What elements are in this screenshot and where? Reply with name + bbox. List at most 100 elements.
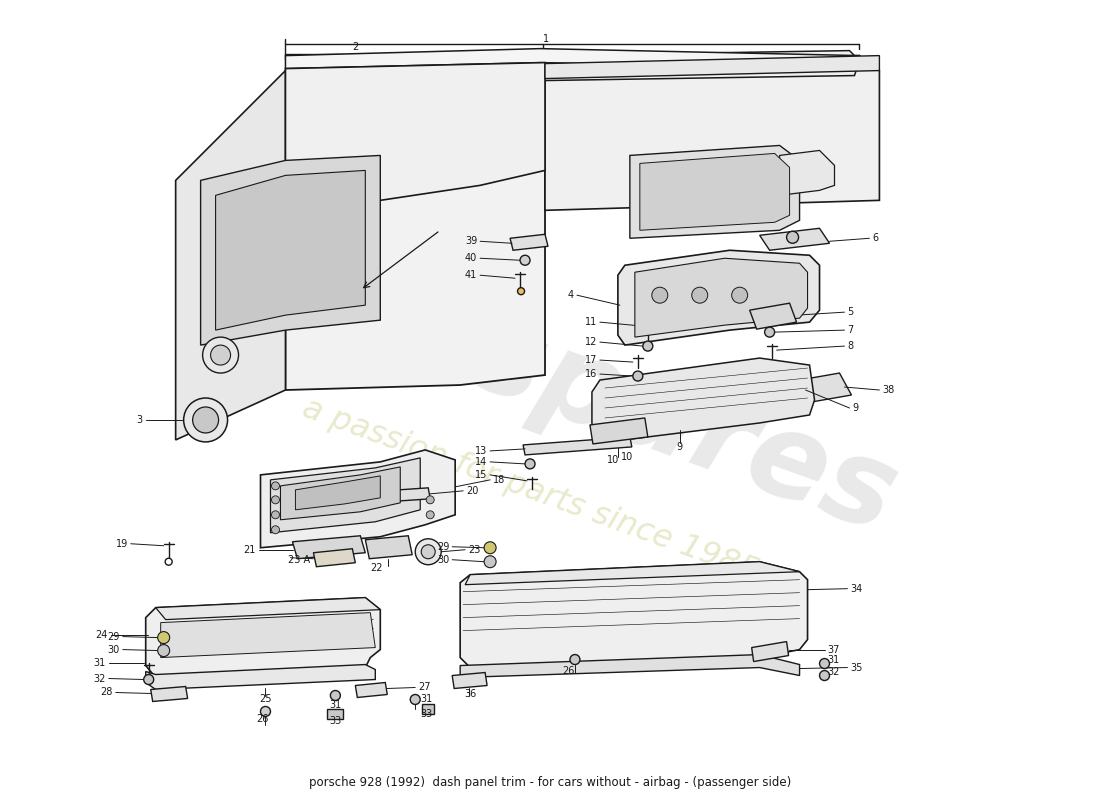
- Circle shape: [520, 255, 530, 266]
- Polygon shape: [290, 82, 544, 103]
- Text: eurspares: eurspares: [248, 222, 912, 558]
- Polygon shape: [216, 170, 365, 330]
- Text: 14: 14: [475, 457, 487, 467]
- Circle shape: [261, 706, 271, 717]
- Polygon shape: [296, 476, 381, 510]
- Circle shape: [272, 526, 279, 534]
- Circle shape: [518, 288, 525, 294]
- Circle shape: [410, 694, 420, 705]
- Text: 34: 34: [850, 584, 862, 594]
- Polygon shape: [286, 49, 859, 69]
- Polygon shape: [751, 642, 789, 662]
- Circle shape: [157, 645, 169, 657]
- Polygon shape: [780, 150, 835, 195]
- Polygon shape: [355, 682, 387, 698]
- Polygon shape: [465, 562, 800, 585]
- Text: 20: 20: [466, 486, 478, 496]
- Polygon shape: [328, 710, 343, 719]
- Text: 7: 7: [847, 325, 854, 335]
- Text: 9: 9: [676, 442, 683, 452]
- Polygon shape: [452, 673, 487, 689]
- Circle shape: [692, 287, 707, 303]
- Polygon shape: [286, 62, 544, 210]
- Circle shape: [210, 345, 231, 365]
- Text: 30: 30: [437, 554, 449, 565]
- Polygon shape: [145, 598, 381, 678]
- Polygon shape: [145, 665, 375, 690]
- Circle shape: [525, 459, 535, 469]
- Polygon shape: [314, 549, 355, 566]
- Text: 36: 36: [464, 690, 476, 699]
- Text: a passion for parts since 1985: a passion for parts since 1985: [298, 393, 762, 587]
- Text: 25: 25: [260, 694, 272, 705]
- Text: 8: 8: [847, 341, 854, 351]
- Polygon shape: [261, 450, 455, 548]
- Text: 10: 10: [620, 452, 634, 462]
- Text: 16: 16: [585, 369, 597, 379]
- Text: 1: 1: [543, 34, 549, 44]
- Circle shape: [764, 327, 774, 337]
- Polygon shape: [176, 70, 286, 440]
- Polygon shape: [293, 536, 365, 558]
- Circle shape: [184, 398, 228, 442]
- Text: 26: 26: [256, 714, 268, 725]
- Text: 30: 30: [108, 645, 120, 654]
- Circle shape: [415, 538, 441, 565]
- Circle shape: [144, 674, 154, 685]
- Text: 10: 10: [607, 455, 619, 465]
- Polygon shape: [535, 50, 859, 81]
- Circle shape: [272, 511, 279, 518]
- Text: 22: 22: [371, 562, 383, 573]
- Text: 40: 40: [465, 254, 477, 263]
- Polygon shape: [760, 228, 829, 250]
- Circle shape: [272, 482, 279, 490]
- Circle shape: [330, 690, 340, 701]
- Circle shape: [157, 631, 169, 643]
- Polygon shape: [635, 258, 807, 337]
- Polygon shape: [156, 598, 381, 620]
- Polygon shape: [280, 467, 400, 520]
- Circle shape: [652, 287, 668, 303]
- Circle shape: [484, 556, 496, 568]
- Text: 27: 27: [418, 682, 431, 693]
- Circle shape: [570, 654, 580, 665]
- Circle shape: [786, 231, 799, 243]
- Text: 12: 12: [584, 337, 597, 347]
- Text: 33: 33: [329, 717, 341, 726]
- Text: 26: 26: [562, 666, 574, 675]
- Circle shape: [820, 670, 829, 681]
- Circle shape: [192, 407, 219, 433]
- Text: 19: 19: [116, 538, 128, 549]
- Polygon shape: [800, 373, 851, 402]
- Text: 39: 39: [465, 236, 477, 246]
- Polygon shape: [544, 55, 879, 78]
- Text: 32: 32: [94, 674, 106, 683]
- Text: 13: 13: [475, 446, 487, 456]
- Text: 4: 4: [568, 290, 574, 300]
- Polygon shape: [592, 358, 814, 443]
- Circle shape: [820, 658, 829, 669]
- Polygon shape: [422, 705, 435, 714]
- Polygon shape: [151, 686, 188, 702]
- Circle shape: [426, 511, 434, 518]
- Text: 31: 31: [420, 694, 432, 705]
- Text: 6: 6: [872, 234, 879, 243]
- Polygon shape: [365, 536, 412, 558]
- Text: 33: 33: [420, 710, 432, 719]
- Circle shape: [165, 558, 173, 566]
- Text: 37: 37: [827, 645, 840, 654]
- Circle shape: [426, 496, 434, 504]
- Text: 31: 31: [827, 654, 839, 665]
- Polygon shape: [355, 488, 430, 504]
- Text: 17: 17: [584, 355, 597, 365]
- Text: 15: 15: [475, 470, 487, 480]
- Polygon shape: [271, 458, 420, 533]
- Text: 9: 9: [852, 403, 859, 413]
- Text: 31: 31: [329, 701, 341, 710]
- Text: 29: 29: [437, 542, 449, 552]
- Polygon shape: [590, 418, 648, 444]
- Text: 23 A: 23 A: [288, 554, 310, 565]
- Text: 18: 18: [493, 475, 505, 485]
- Circle shape: [202, 337, 239, 373]
- Polygon shape: [460, 562, 807, 667]
